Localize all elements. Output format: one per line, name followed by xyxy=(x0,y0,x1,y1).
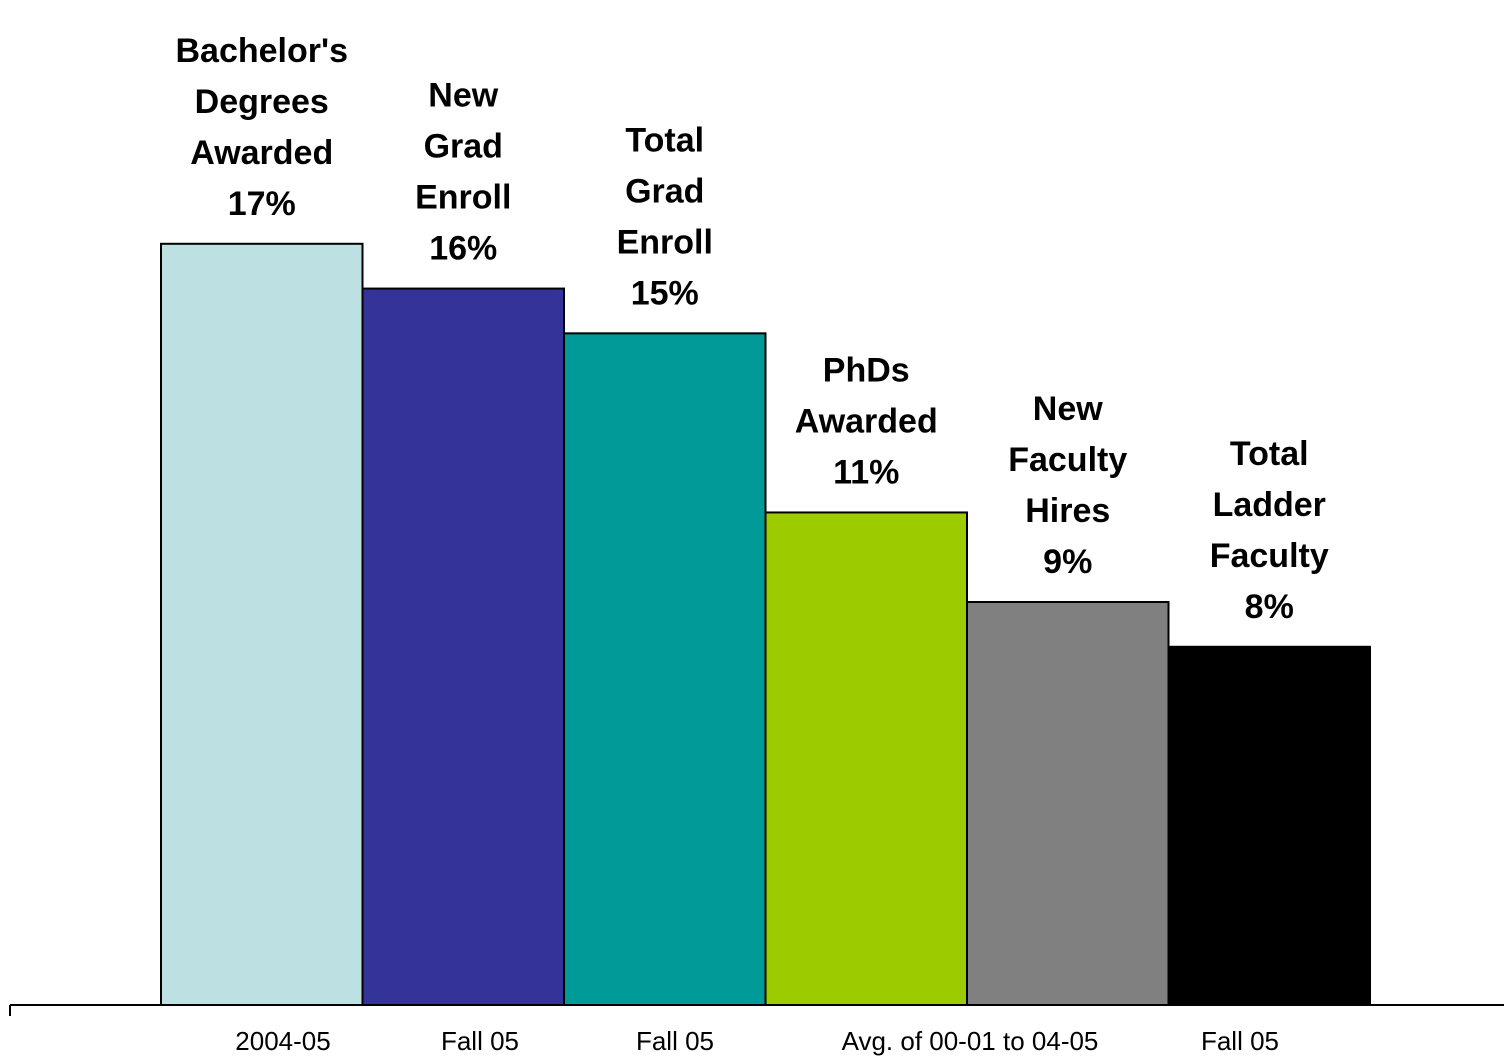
bar xyxy=(563,332,767,1006)
value-label: 9% xyxy=(1043,543,1092,581)
bar xyxy=(966,601,1170,1006)
bar xyxy=(361,287,565,1007)
bar-name: Total Ladder Faculty xyxy=(1210,435,1329,575)
period-label: Fall 05 xyxy=(441,1026,519,1056)
value-label: 11% xyxy=(833,453,899,491)
bar xyxy=(160,242,364,1007)
bar-name: Total Grad Enroll xyxy=(617,121,713,261)
value-label: 17% xyxy=(228,185,296,223)
bar-name: New Grad Enroll xyxy=(415,77,511,217)
value-label: 15% xyxy=(631,274,699,312)
period-label: 2004-05 xyxy=(235,1026,330,1056)
period-label: Fall 05 xyxy=(636,1026,714,1056)
period-label: Fall 05 xyxy=(1201,1026,1279,1056)
value-label: 16% xyxy=(429,230,497,268)
bar-name: New Faculty Hires xyxy=(1008,390,1127,530)
bar xyxy=(1167,645,1371,1006)
bar-name: PhDs Awarded xyxy=(795,351,938,440)
bar xyxy=(764,511,968,1007)
period-label: Avg. of 00-01 to 04-05 xyxy=(842,1026,1099,1056)
bar-name: Bachelor's Degrees Awarded xyxy=(176,32,349,172)
value-label: 8% xyxy=(1245,588,1294,626)
